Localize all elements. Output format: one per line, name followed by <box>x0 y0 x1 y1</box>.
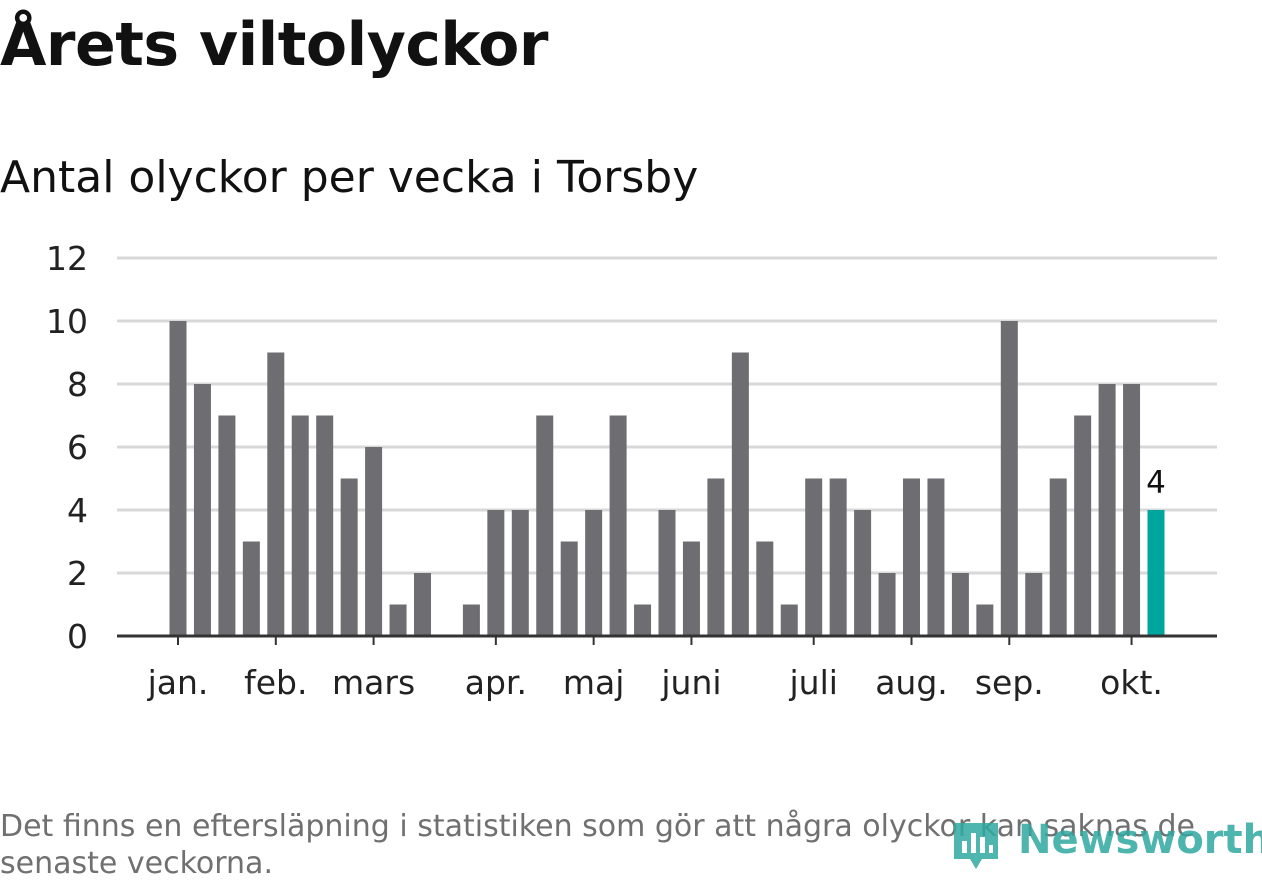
bar <box>169 321 187 636</box>
bar <box>267 352 285 636</box>
bar <box>316 415 334 636</box>
x-tick-label: apr. <box>465 663 527 702</box>
bar <box>1098 384 1116 636</box>
bar <box>609 415 627 636</box>
chart-subtitle: Antal olyckor per vecka i Torsby <box>0 152 699 203</box>
y-tick-label: 0 <box>67 617 88 656</box>
bar <box>731 352 749 636</box>
x-tick-label: maj <box>563 663 625 702</box>
y-tick-label: 8 <box>67 365 88 404</box>
bar <box>854 510 872 636</box>
newsworthy-logo-icon <box>954 823 998 869</box>
bar <box>1049 478 1067 636</box>
x-tick-label: mars <box>332 663 415 702</box>
newsworthy-logo: Newsworthy <box>948 813 1262 879</box>
bar <box>585 510 603 636</box>
bar <box>1000 321 1018 636</box>
bar <box>242 541 260 636</box>
y-tick-label: 4 <box>67 491 88 530</box>
bar <box>756 541 774 636</box>
bar <box>1074 415 1092 636</box>
x-axis: jan. feb. mars apr. maj juni juli aug. sep. okt. <box>117 634 1217 702</box>
y-tick-label: 2 <box>67 554 88 593</box>
bar <box>340 478 358 636</box>
bar <box>707 478 725 636</box>
bar <box>780 604 798 636</box>
bar <box>462 604 480 636</box>
bar <box>1025 573 1043 636</box>
y-tick-label: 12 <box>46 239 88 278</box>
x-tick-label: juni <box>660 663 721 702</box>
x-tick-label: aug. <box>875 663 948 702</box>
bars <box>169 321 1165 636</box>
bar <box>365 447 383 636</box>
bar-chart: 0 2 4 6 8 10 12 jan. feb. mars apr. maj juni juli aug… <box>46 239 1217 702</box>
chart-title: Årets viltolyckor <box>0 10 549 80</box>
x-tick-label: jan. <box>147 663 209 702</box>
bar <box>560 541 578 636</box>
bar <box>927 478 945 636</box>
bar <box>976 604 994 636</box>
bar <box>487 510 505 636</box>
y-tick-label: 6 <box>67 428 88 467</box>
y-tick-label: 10 <box>46 302 88 341</box>
bar <box>878 573 896 636</box>
bar <box>291 415 309 636</box>
x-tick-label: feb. <box>244 663 307 702</box>
bar <box>1123 384 1141 636</box>
y-axis-ticks: 0 2 4 6 8 10 12 <box>46 239 88 656</box>
bar <box>218 415 236 636</box>
bar <box>829 478 847 636</box>
x-tick-label: juli <box>788 663 837 702</box>
bar <box>414 573 431 636</box>
bar <box>658 510 676 636</box>
bar <box>951 573 969 636</box>
annotations: 4 <box>1146 465 1166 501</box>
bar <box>634 604 652 636</box>
bar <box>536 415 554 636</box>
bar <box>193 384 211 636</box>
bar <box>682 541 700 636</box>
bar <box>511 510 529 636</box>
bar <box>903 478 920 636</box>
bar-highlight <box>1147 510 1165 636</box>
bar <box>389 604 407 636</box>
bar <box>805 478 823 636</box>
newsworthy-logo-text: Newsworthy <box>1018 817 1262 863</box>
x-tick-label: okt. <box>1100 663 1163 702</box>
x-tick-label: sep. <box>975 663 1044 702</box>
highlight-value-label: 4 <box>1146 465 1166 501</box>
